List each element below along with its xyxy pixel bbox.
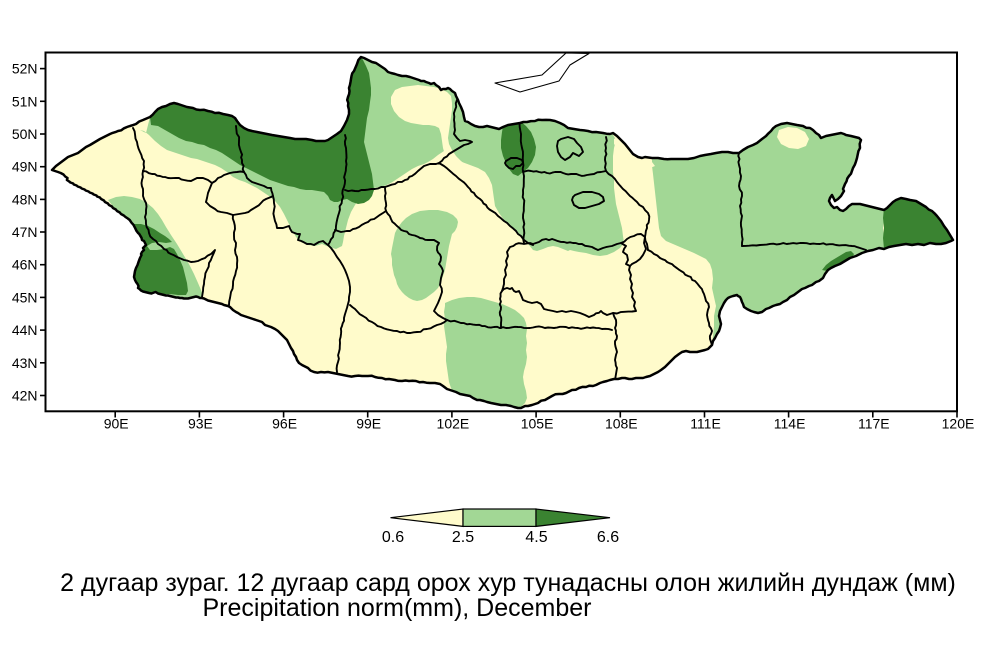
svg-text:50N: 50N [12, 126, 38, 142]
svg-text:2 дугаар зураг. 12 дугаар сард: 2 дугаар зураг. 12 дугаар сард орох хур … [60, 569, 956, 597]
svg-text:51N: 51N [12, 93, 38, 109]
svg-text:Precipitation norm(mm), Decemb: Precipitation norm(mm), December [203, 594, 592, 622]
svg-text:47N: 47N [12, 224, 38, 240]
svg-text:52N: 52N [12, 61, 38, 77]
svg-text:2.5: 2.5 [452, 529, 474, 546]
svg-text:108E: 108E [605, 416, 638, 432]
svg-text:0.6: 0.6 [382, 529, 404, 546]
svg-text:117E: 117E [858, 416, 890, 432]
svg-text:42N: 42N [12, 388, 38, 404]
svg-text:105E: 105E [521, 416, 554, 432]
svg-text:48N: 48N [12, 191, 38, 207]
svg-text:44N: 44N [12, 322, 38, 338]
svg-text:111E: 111E [690, 416, 721, 432]
svg-text:102E: 102E [437, 416, 470, 432]
svg-text:46N: 46N [12, 257, 38, 273]
svg-text:96E: 96E [272, 416, 297, 432]
svg-text:4.5: 4.5 [525, 529, 547, 546]
svg-text:45N: 45N [12, 289, 38, 305]
svg-text:6.6: 6.6 [597, 529, 619, 546]
svg-text:49N: 49N [12, 159, 38, 175]
svg-text:120E: 120E [942, 416, 975, 432]
svg-text:93E: 93E [188, 416, 213, 432]
svg-text:99E: 99E [356, 416, 381, 432]
svg-text:90E: 90E [104, 416, 129, 432]
svg-text:43N: 43N [12, 355, 38, 371]
svg-text:114E: 114E [774, 416, 806, 432]
